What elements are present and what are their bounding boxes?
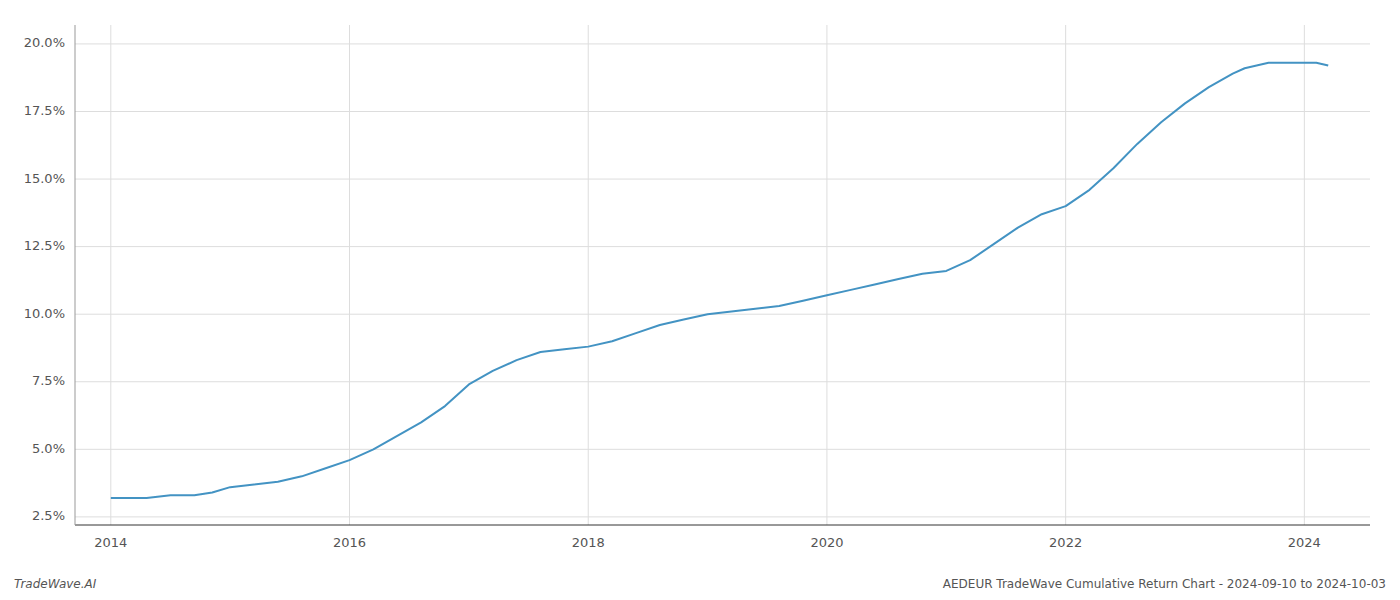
footer-text: TradeWave.AI <box>14 577 97 591</box>
x-tick-label: 2014 <box>94 535 127 550</box>
x-grid-line <box>349 25 350 525</box>
y-tick-label: 7.5% <box>32 373 65 388</box>
x-tick-label: 2024 <box>1288 535 1321 550</box>
chart: 2.5% 5.0% 7.5% 10.0% 12.5% 15.0% 17.5% 20.0% 201… <box>0 0 1400 600</box>
x-tick-label: 2018 <box>572 535 605 550</box>
y-tick-label: 2.5% <box>32 508 65 523</box>
y-tick-label: 17.5% <box>24 103 65 118</box>
page: {"chart_data": {"type": "line", "annotat… <box>0 0 1400 600</box>
y-tick-label: 15.0% <box>24 171 65 186</box>
x-grid-line <box>1065 25 1066 525</box>
y-tick-label: 5.0% <box>32 441 65 456</box>
y-grid-line <box>75 43 1370 44</box>
y-grid-line <box>75 381 1370 382</box>
x-grid-line <box>826 25 827 525</box>
axes: 2.5% 5.0% 7.5% 10.0% 12.5% 15.0% 17.5% 20.0% 201… <box>24 25 1370 550</box>
y-tick-label: 10.0% <box>24 306 65 321</box>
x-grid-line <box>110 25 111 525</box>
y-grid-line <box>75 516 1370 517</box>
y-grid-line <box>75 449 1370 450</box>
y-axis-line <box>75 25 76 525</box>
x-grid-line <box>1304 25 1305 525</box>
grid <box>75 25 1370 525</box>
footer-text: AEDEUR TradeWave Cumulative Return Chart… <box>943 577 1386 591</box>
y-grid-line <box>75 246 1370 247</box>
x-tick-label: 2016 <box>333 535 366 550</box>
y-tick-label: 20.0% <box>24 35 65 50</box>
x-tick-label: 2022 <box>1049 535 1082 550</box>
plot-area <box>111 63 1328 498</box>
x-grid-line <box>588 25 589 525</box>
y-grid-line <box>75 179 1370 180</box>
x-axis-line <box>75 525 1370 526</box>
y-tick-label: 12.5% <box>24 238 65 253</box>
data-line <box>111 63 1328 498</box>
y-grid-line <box>75 314 1370 315</box>
x-tick-label: 2020 <box>810 535 843 550</box>
